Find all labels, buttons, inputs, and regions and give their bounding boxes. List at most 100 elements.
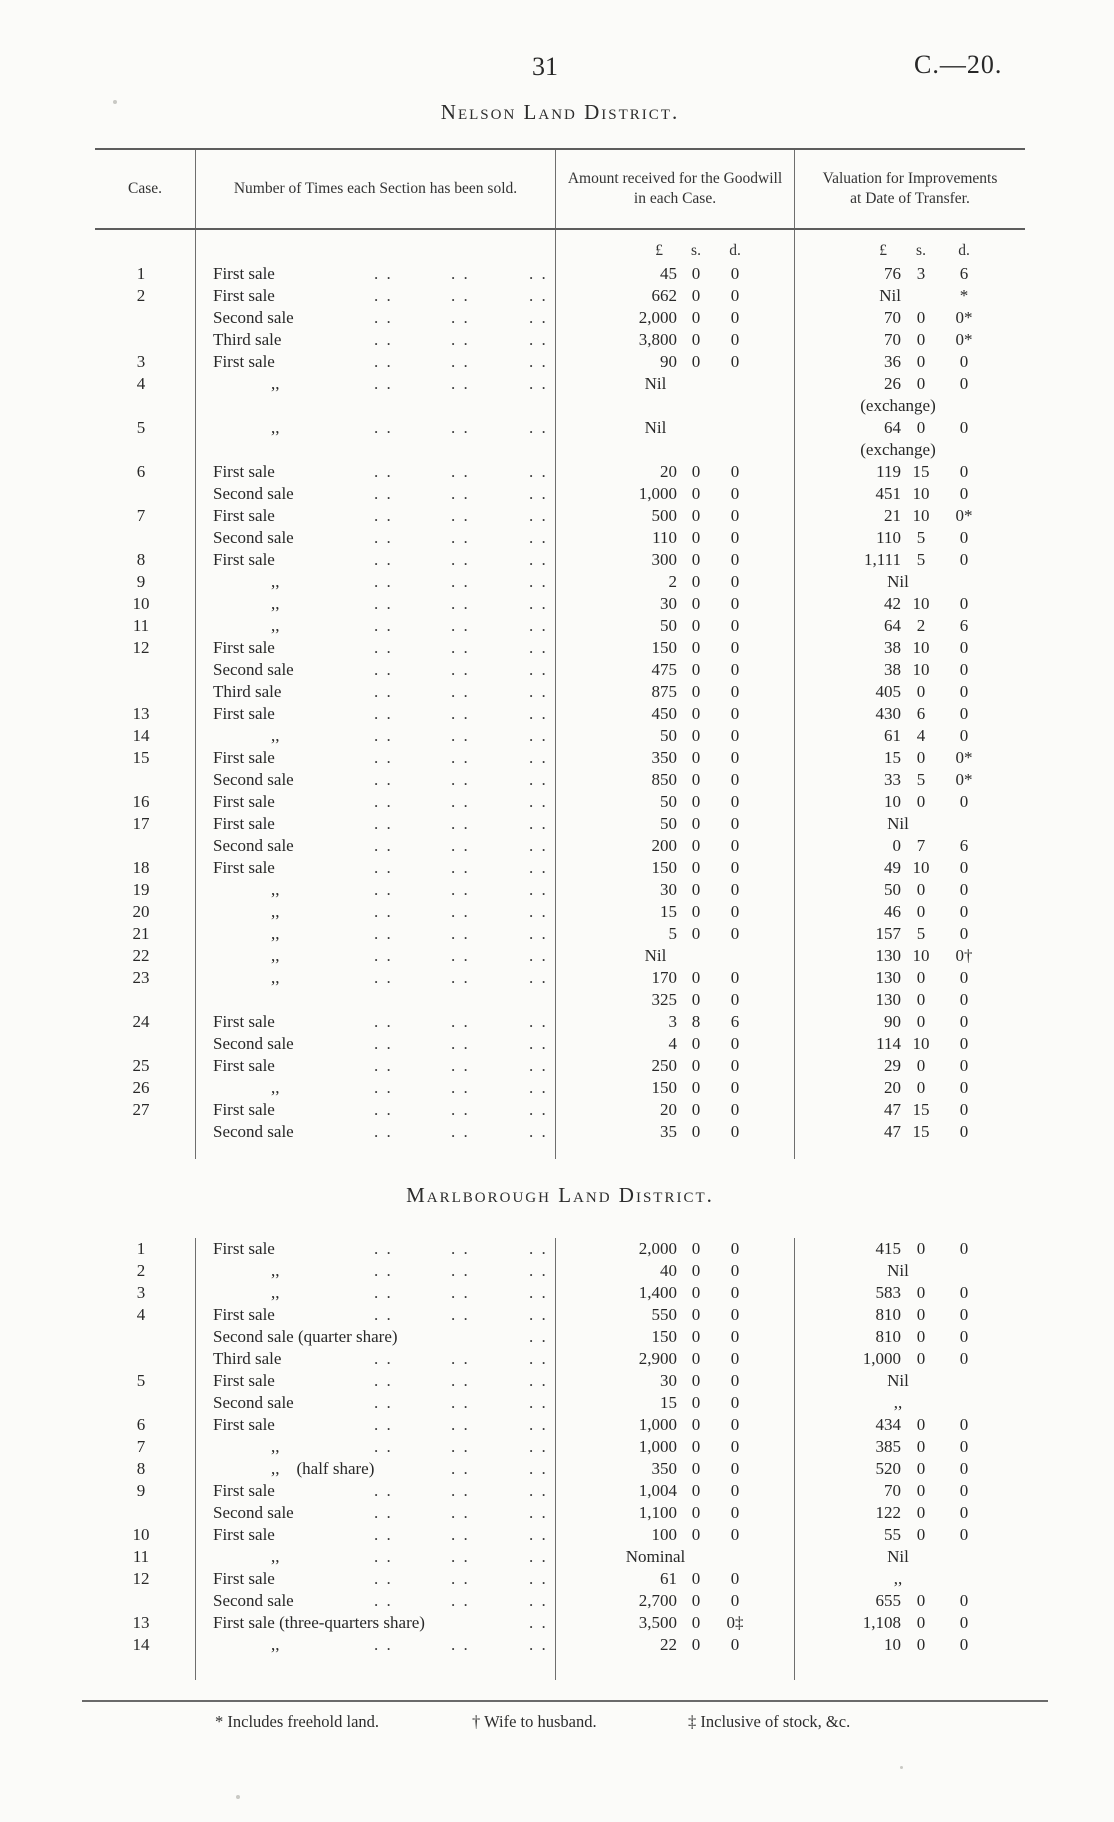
dot-leader: . . (529, 814, 548, 833)
sale-cell: First sale . . . . . . (195, 1055, 555, 1077)
dot-leader: . . (451, 462, 470, 481)
sale-cell: First sale . . . . . . (195, 813, 555, 835)
amount-pence: 0 (730, 506, 740, 525)
dot-leader: . . (374, 968, 393, 987)
scan-speck (113, 100, 117, 104)
amount-shillings: 0 (691, 858, 701, 877)
valuation-pence: 0 (959, 1239, 969, 1258)
dot-leader: . . (529, 1261, 548, 1280)
amount-pence: 0 (730, 770, 740, 789)
dot-leader: . . (529, 1283, 548, 1302)
pence-label: d. (958, 242, 970, 259)
table-row: 14,, . . . . . . 22 0 0 10 0 0 (95, 1634, 1025, 1656)
dot-leader: . . (529, 1415, 548, 1434)
dot-leader: . . (374, 264, 393, 283)
valuation-pence: 0 (959, 726, 969, 745)
table-row: 11,, . . . . . . 50 0 0 64 2 6 (95, 615, 1025, 637)
dot-leader: . . (529, 286, 548, 305)
ditto-mark: ,, (271, 1261, 280, 1280)
dot-leader: . . (529, 1078, 548, 1097)
sale-cell: First sale . . . . . . (195, 791, 555, 813)
table-row: 8 First sale . . . . . . 300 0 0 1,111 5 0 (95, 549, 1025, 571)
valuation-pounds: 430 (875, 704, 902, 723)
amount-pounds: 2,000 (638, 1239, 677, 1258)
table-row: 24 First sale . . . . . . 3 8 6 90 0 0 (95, 1011, 1025, 1033)
dot-leader: . . (529, 1591, 548, 1610)
amount-text: Nil (644, 946, 667, 965)
sale-cell: First sale . . . . . . (195, 263, 555, 285)
marlborough-table-body: 1 First sale. .. .. . 2,000 0 0 415 0 0 2,,. .. … (95, 1238, 1025, 1656)
table-row: Second sale . . . . . . 2,000 0 0 70 0 0* (95, 307, 1025, 329)
valuation-pounds: 50 (884, 880, 901, 899)
valuation-shillings: 0 (916, 748, 926, 767)
sale-label: First sale (213, 1481, 275, 1500)
case-number: 3 (136, 352, 146, 371)
valuation-pounds: 26 (884, 374, 901, 393)
amount-shillings: 0 (691, 308, 701, 327)
amount-shillings: 0 (691, 1393, 701, 1412)
valuation-shillings: 10 (912, 484, 930, 503)
dot-leader: . . (451, 264, 470, 283)
sale-cell: Second sale . . . . . . (195, 1392, 555, 1414)
sale-label: First sale (213, 1100, 275, 1119)
sale-label: First sale (213, 506, 275, 525)
amount-pence: 0 (730, 1503, 740, 1522)
dot-leader: . . (529, 682, 548, 701)
amount-shillings: 0 (691, 968, 701, 987)
sale-cell: First sale . . . . . . (195, 1568, 555, 1590)
case-number (95, 1348, 195, 1370)
sale-label: First sale (213, 1371, 275, 1390)
case-number: 4 (136, 374, 146, 393)
dot-leader: . . (529, 704, 548, 723)
amount-pence: 0 (730, 462, 740, 481)
dot-leader: . . (529, 1503, 548, 1522)
sale-cell: First sale . . . . . . (195, 549, 555, 571)
scan-speck (900, 1766, 903, 1769)
dot-leader: . . (529, 264, 548, 283)
dot-leader: . . (451, 704, 470, 723)
valuation-shillings: 0 (916, 1056, 926, 1075)
case-number: 18 (132, 858, 150, 877)
amount-pence: 0 (730, 638, 740, 657)
amount-shillings: 0 (691, 1305, 701, 1324)
valuation-pence: 0 (959, 968, 969, 987)
case-number (95, 439, 195, 461)
valuation-pence: 0 (959, 484, 969, 503)
valuation-pence: 0* (955, 330, 973, 349)
sale-label: First sale (213, 814, 275, 833)
amount-pence: 0 (730, 1459, 740, 1478)
dot-leader: . . (529, 1437, 548, 1456)
sale-cell: Second sale . . . . . . (195, 835, 555, 857)
case-number: 10 (132, 1525, 150, 1544)
valuation-pence: 0 (959, 374, 969, 393)
dot-leader: . . (374, 1078, 393, 1097)
sale-label: Second sale (213, 1503, 294, 1522)
dot-leader: . . (374, 506, 393, 525)
sale-cell: ,, . . . . . . (195, 1436, 555, 1458)
dot-leader: . . (529, 1371, 548, 1390)
sale-label: Third sale (213, 1349, 282, 1368)
sale-label: First sale (213, 704, 275, 723)
amount-shillings: 0 (691, 594, 701, 613)
sale-cell: ,, . . . . . . (195, 1634, 555, 1656)
column-header-times-sold: Number of Times each Section has been so… (195, 150, 555, 228)
dot-leader: . . (374, 748, 393, 767)
valuation-shillings: 5 (916, 924, 926, 943)
valuation-shillings: 3 (916, 264, 926, 283)
case-number (95, 483, 195, 505)
valuation-shillings: 0 (916, 1349, 926, 1368)
valuation-shillings: 0 (916, 968, 926, 987)
sale-label: Second sale (213, 308, 294, 327)
valuation-shillings: 2 (916, 616, 926, 635)
amount-pounds: 150 (651, 638, 678, 657)
sale-label: First sale (213, 1415, 275, 1434)
dot-leader: . . (451, 616, 470, 635)
amount-pounds: 200 (651, 836, 678, 855)
dot-leader: . . (529, 1100, 548, 1119)
dot-leader: . . (529, 462, 548, 481)
case-number: 11 (132, 1547, 150, 1566)
sale-cell: ,, . . . . . . (195, 967, 555, 989)
dot-leader: . . (451, 1100, 470, 1119)
amount-shillings: 0 (691, 1525, 701, 1544)
amount-pounds: 50 (660, 726, 677, 745)
